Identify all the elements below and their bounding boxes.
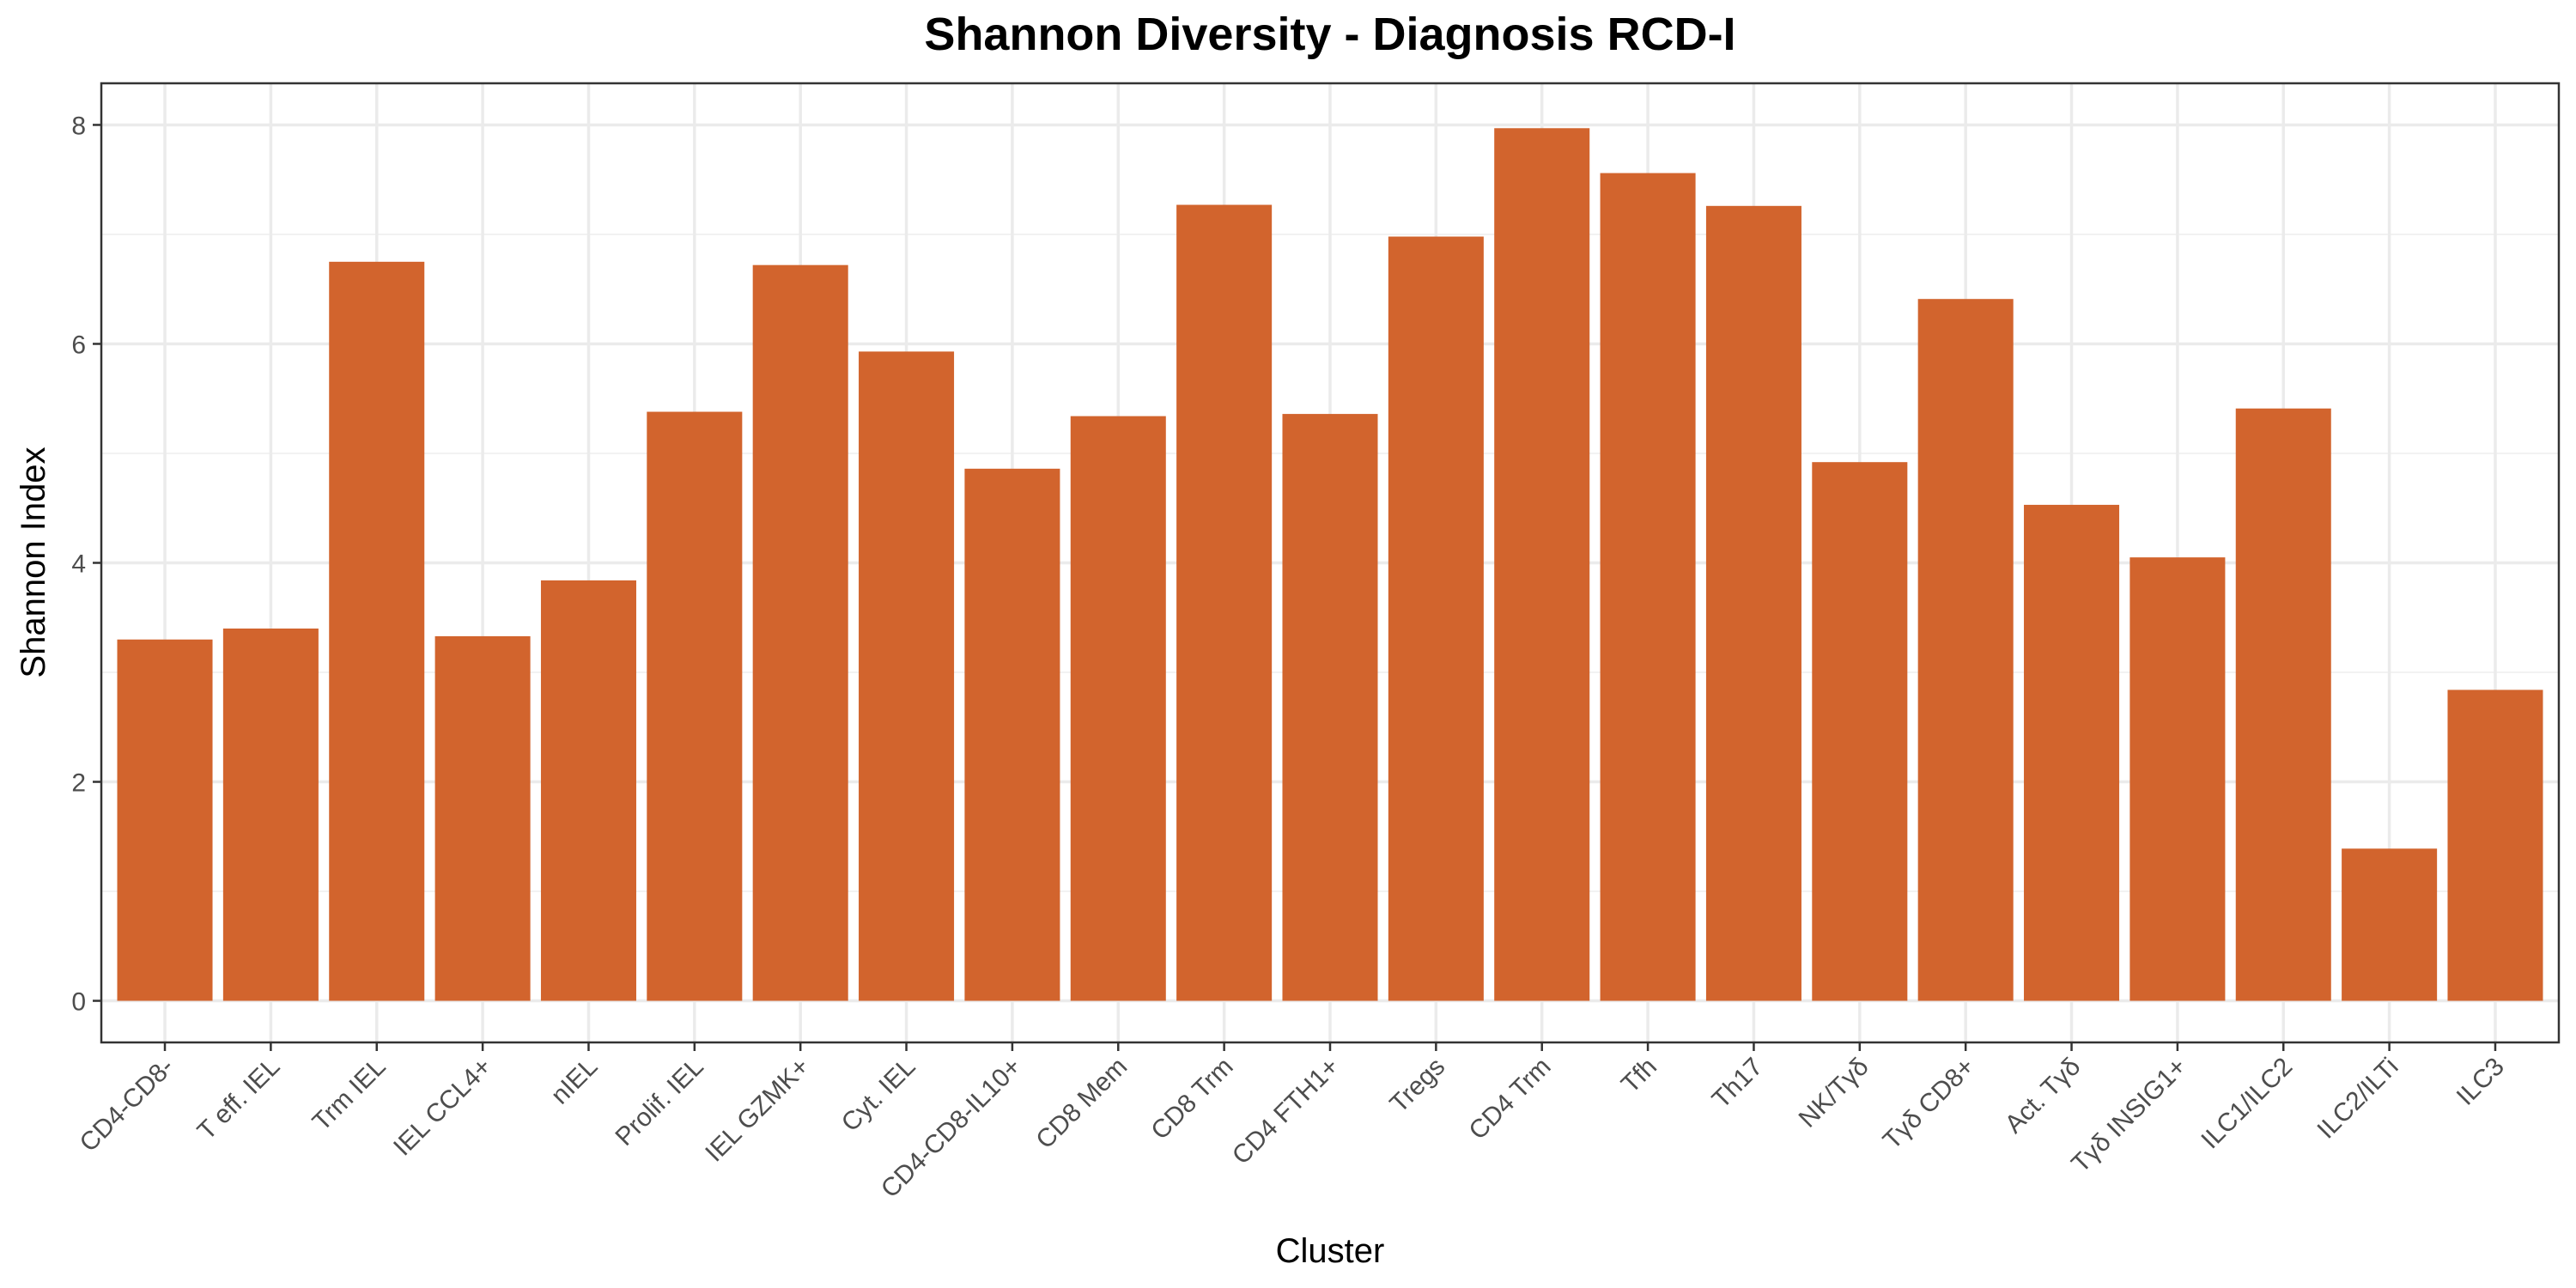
x-tick-label: Act. Tγδ <box>2000 1053 2087 1139</box>
x-tick-label: ILC3 <box>2451 1053 2510 1111</box>
bar <box>1070 416 1166 1001</box>
bar <box>1494 128 1590 1001</box>
y-axis-title: Shannon Index <box>15 447 52 677</box>
bar <box>1917 299 2014 1001</box>
x-tick-label: CD4-CD8- <box>75 1053 179 1157</box>
x-tick-label: CD4 Trm <box>1463 1053 1556 1145</box>
bar <box>2129 557 2226 1001</box>
bar <box>2235 408 2331 1001</box>
x-tick-label: NK/Tγδ <box>1794 1053 1874 1133</box>
bar <box>2447 690 2543 1001</box>
x-tick-label: Prolif. IEL <box>610 1053 708 1151</box>
x-tick-label: CD8 Trm <box>1145 1053 1238 1145</box>
bar <box>222 629 319 1001</box>
bar <box>1600 173 1696 1001</box>
bar <box>434 635 531 1001</box>
x-tick-label: IEL GZMK+ <box>700 1053 815 1168</box>
x-tick-label: Tγδ INSIG1+ <box>2066 1053 2192 1179</box>
bar <box>1812 462 1908 1001</box>
bars <box>117 128 2543 1001</box>
x-tick-label: Tγδ CD8+ <box>1878 1053 1980 1155</box>
x-tick-label: nIEL <box>545 1053 603 1110</box>
y-tick-label: 4 <box>71 550 86 579</box>
bar <box>752 264 848 1001</box>
bar <box>1388 236 1484 1001</box>
bar <box>117 639 213 1001</box>
x-axis-title: Cluster <box>1276 1232 1385 1270</box>
x-tick-label: Tregs <box>1385 1053 1451 1119</box>
y-tick-label: 0 <box>71 988 86 1017</box>
y-tick-label: 8 <box>71 112 86 140</box>
bar <box>647 411 743 1001</box>
y-tick-label: 6 <box>71 331 86 359</box>
x-tick-label: ILC1/ILC2 <box>2196 1053 2298 1155</box>
bar <box>859 351 955 1001</box>
x-tick-label: Th17 <box>1707 1053 1769 1115</box>
y-tick-label: 2 <box>71 769 86 798</box>
bar <box>964 468 1060 1001</box>
bar <box>1705 205 1801 1001</box>
bar <box>540 580 636 1001</box>
y-axis: 0 2 4 6 8 <box>71 112 101 1017</box>
bar <box>1282 414 1378 1001</box>
x-tick-label: T eff. IEL <box>192 1053 286 1146</box>
x-tick-label: CD8 Mem <box>1030 1053 1133 1155</box>
bar <box>2342 848 2438 1001</box>
x-tick-label: ILC2/ILTi <box>2312 1053 2404 1145</box>
bar <box>2024 504 2120 1001</box>
bar <box>1176 204 1273 1001</box>
bar <box>329 261 425 1001</box>
x-tick-label: Trm IEL <box>307 1053 392 1137</box>
x-tick-label: Cyt. IEL <box>836 1053 921 1138</box>
chart-title: Shannon Diversity - Diagnosis RCD-I <box>924 9 1735 60</box>
x-tick-label: IEL CCL4+ <box>388 1053 497 1162</box>
x-tick-label: CD4 FTH1+ <box>1227 1053 1345 1170</box>
x-tick-label: Tfh <box>1616 1053 1662 1099</box>
